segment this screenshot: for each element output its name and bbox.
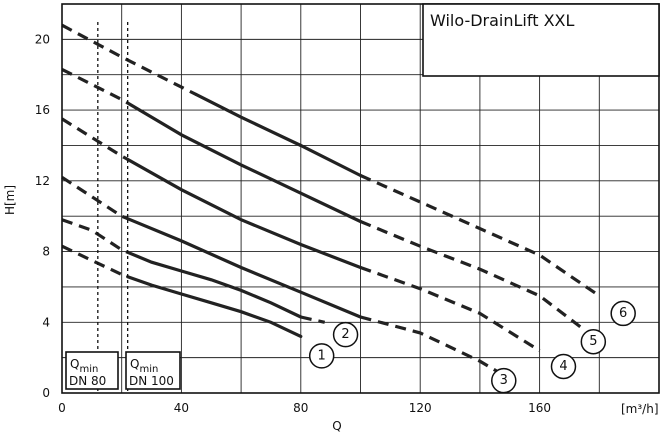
- y-tick-label: 8: [42, 245, 50, 259]
- pump-curves: [61, 23, 601, 374]
- y-tick-label: 16: [35, 103, 50, 117]
- curve-label-5: 5: [580, 328, 607, 355]
- plot-frame: [61, 3, 660, 394]
- curve-5-dashed-start: [61, 67, 129, 105]
- chart-title: Wilo-DrainLift XXL: [430, 11, 575, 30]
- curve-label-circle: [550, 353, 577, 380]
- y-tick-label: 4: [42, 315, 50, 329]
- curve-label-text: 3: [500, 373, 508, 388]
- qmin-dn-label: DN 80: [69, 374, 106, 388]
- curve-4-dashed-start: [61, 117, 129, 161]
- pump-curve-5: [61, 67, 583, 329]
- curve-6-dashed-end: [359, 174, 601, 298]
- pump-curve-1: [61, 244, 303, 338]
- pump-curve-4: [61, 117, 541, 352]
- curve-2-solid: [126, 250, 303, 319]
- curve-label-text: 1: [318, 348, 326, 363]
- x-tick-label: 80: [293, 401, 308, 415]
- curve-label-2: 2: [332, 321, 359, 348]
- curve-5-dashed-end: [359, 220, 583, 329]
- curve-label-3: 3: [491, 367, 517, 394]
- pump-curve-2: [61, 218, 326, 324]
- curve-1-solid: [126, 275, 303, 338]
- curve-4-solid: [126, 157, 363, 270]
- title-box: Wilo-DrainLift XXL: [422, 3, 660, 77]
- curve-2-dashed-start: [61, 218, 129, 254]
- curve-labels: 12 3 4 5 6: [308, 300, 636, 394]
- curve-4-dashed-end: [359, 265, 541, 352]
- x-axis-unit: [m³/h]: [621, 402, 659, 416]
- y-tick-label: 12: [35, 174, 50, 188]
- curve-label-1: 1: [308, 343, 335, 369]
- x-tick-label: 40: [174, 401, 189, 415]
- curve-label-6: 6: [610, 300, 636, 327]
- pump-curve-6: [61, 23, 601, 298]
- pump-curve-3: [61, 175, 499, 374]
- y-axis-label: H[m]: [3, 185, 17, 215]
- curve-label-text: 2: [341, 327, 349, 342]
- curve-3-solid: [126, 217, 363, 319]
- curve-2-dashed-end: [300, 315, 326, 324]
- y-tick-label: 20: [35, 32, 50, 46]
- curve-label-circle: [491, 367, 517, 394]
- y-tick-label: 0: [42, 386, 50, 400]
- curve-1-dashed-start: [61, 244, 129, 279]
- title-box-frame: [422, 3, 660, 77]
- x-tick-label: 120: [409, 401, 432, 415]
- curve-label-circle: [580, 328, 607, 355]
- curve-6-dashed-start: [61, 23, 198, 97]
- curve-3-dashed-start: [61, 175, 129, 221]
- curve-3-dashed-end: [360, 315, 499, 374]
- qmin-box-frame: [65, 351, 119, 390]
- curve-label-text: 6: [619, 306, 627, 321]
- qmin-box-frame: [125, 351, 181, 390]
- x-tick-label: 0: [58, 401, 66, 415]
- qmin-label: Qmin: [70, 357, 98, 375]
- curve-label-circle: [308, 343, 335, 369]
- curve-label-text: 4: [559, 359, 567, 374]
- curve-label-circle: [332, 321, 359, 348]
- curve-6-solid: [194, 93, 363, 178]
- qmin-dn-label: DN 100: [129, 374, 174, 388]
- curve-label-text: 5: [589, 334, 597, 349]
- axis-ticks: 0 40 80 120 160 0 4 8 12 16 20: [35, 32, 551, 415]
- curve-label-circle: [610, 300, 636, 327]
- curve-label-4: 4: [550, 353, 577, 380]
- x-axis-label: Q: [332, 419, 341, 433]
- qmin-lines: [97, 22, 129, 393]
- x-tick-label: 160: [528, 401, 551, 415]
- curve-5-solid: [126, 101, 363, 224]
- qmin-label: Qmin: [130, 357, 158, 375]
